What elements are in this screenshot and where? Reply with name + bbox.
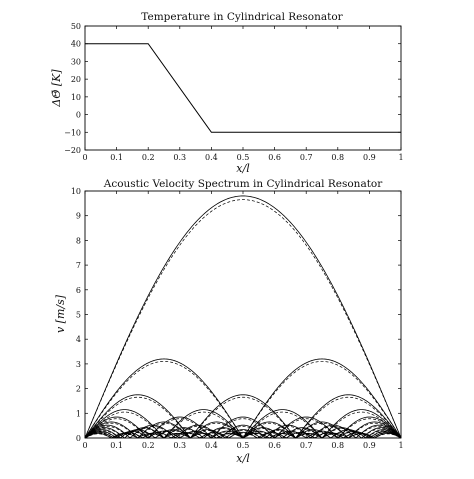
temperature-chart: Temperature in Cylindrical Resonator 0 0.…: [50, 11, 404, 175]
velocity-mode-3-dashed-line: [84, 396, 402, 439]
temperature-y-tick-label: −10: [64, 128, 81, 137]
temperature-y-tick-label: 0: [76, 111, 81, 120]
temperature-plot-area: 0 0.1 0.2 0.3 0.4 0.5 0.6 0.7 0.8 0.9 1 −20 −10 0 10 20…: [64, 22, 403, 162]
velocity-x-tick-label: 0.1: [110, 441, 123, 450]
temperature-x-tick-label: 0.2: [142, 153, 155, 162]
temperature-x-tick-label: 0.7: [300, 153, 313, 162]
velocity-mode-11-dashed-line: [84, 432, 402, 439]
velocity-chart: Acoustic Velocity Spectrum in Cylindrica…: [54, 178, 404, 465]
velocity-x-tick-label: 0.7: [300, 441, 313, 450]
temperature-y-tick-label: 20: [71, 75, 81, 84]
velocity-x-tick-label: 0: [82, 441, 87, 450]
velocity-x-tick-label: 0.6: [268, 441, 281, 450]
temperature-x-tick-label: 0.5: [237, 153, 250, 162]
velocity-y-tick-label: 8: [76, 236, 81, 245]
temperature-x-tick-label: 1: [398, 153, 403, 162]
temperature-x-tick-label: 0: [82, 153, 87, 162]
velocity-y-tick-label: 2: [76, 385, 81, 394]
temperature-y-tick-label: 50: [71, 22, 81, 31]
velocity-y-tick-label: 9: [76, 212, 81, 221]
velocity-mode-4-dashed-line: [84, 411, 402, 439]
velocity-mode-1-dashed-line: [84, 199, 402, 439]
velocity-mode-9-dashed-line: [84, 430, 402, 439]
temperature-x-tick-label: 0.1: [110, 153, 123, 162]
temperature-y-tick-label: 40: [71, 40, 81, 49]
velocity-y-tick-label: 5: [76, 311, 81, 320]
velocity-plot-area: 0 0.1 0.2 0.3 0.4 0.5 0.6 0.7 0.8 0.9 101234567891…: [71, 187, 404, 450]
temperature-profile-line: [85, 43, 401, 133]
velocity-mode-5-solid-line: [84, 416, 402, 439]
velocity-mode-3-solid-line: [84, 394, 402, 439]
temperature-y-tick-label: 30: [71, 57, 81, 66]
velocity-mode-12-dashed-line: [84, 433, 402, 439]
temperature-x-tick-label: 0.9: [363, 153, 376, 162]
velocity-mode-9-solid-line: [84, 429, 402, 439]
velocity-y-tick-label: 6: [76, 286, 81, 295]
velocity-x-tick-label: 0.2: [142, 441, 155, 450]
velocity-y-tick-label: 7: [76, 261, 81, 270]
velocity-chart-title: Acoustic Velocity Spectrum in Cylindrica…: [103, 178, 384, 190]
temperature-y-tick-label: 10: [71, 93, 81, 102]
velocity-y-tick-label: 3: [76, 360, 81, 369]
velocity-x-tick-label: 0.4: [205, 441, 218, 450]
temperature-x-tick-label: 0.4: [205, 153, 218, 162]
temperature-x-tick-label: 0.3: [173, 153, 186, 162]
temperature-x-axis-label: x/l: [236, 162, 250, 175]
velocity-x-tick-label: 1: [398, 441, 403, 450]
temperature-x-tick-label: 0.6: [268, 153, 281, 162]
velocity-plot-frame: [84, 190, 402, 439]
temperature-y-axis-label: ΔΘ̄ [K]: [50, 69, 63, 108]
velocity-x-tick-label: 0.8: [331, 441, 344, 450]
velocity-y-tick-label: 10: [71, 187, 81, 196]
velocity-y-axis-label: v [m/s]: [54, 294, 67, 333]
velocity-x-tick-label: 0.3: [173, 441, 186, 450]
temperature-x-tick-label: 0.8: [331, 153, 344, 162]
temperature-chart-title: Temperature in Cylindrical Resonator: [141, 11, 343, 23]
velocity-x-axis-label: x/l: [236, 452, 250, 465]
temperature-marks: 0 0.1 0.2 0.3 0.4 0.5 0.6 0.7 0.8 0.9 1 −20 −10 0 10 20…: [64, 22, 403, 162]
velocity-mode-5-dashed-line: [84, 418, 402, 439]
velocity-mode-1-solid-line: [84, 195, 402, 439]
velocity-mode-7-solid-line: [84, 424, 402, 439]
velocity-x-tick-label: 0.9: [363, 441, 376, 450]
velocity-y-tick-label: 0: [76, 434, 81, 443]
temperature-y-tick-label: −20: [64, 146, 81, 155]
velocity-marks: 0 0.1 0.2 0.3 0.4 0.5 0.6 0.7 0.8 0.9 101234567891…: [71, 187, 404, 450]
velocity-x-tick-label: 0.5: [237, 441, 250, 450]
velocity-y-tick-label: 4: [76, 335, 81, 344]
temperature-plot-frame: [84, 25, 402, 151]
velocity-y-tick-label: 1: [76, 409, 81, 418]
